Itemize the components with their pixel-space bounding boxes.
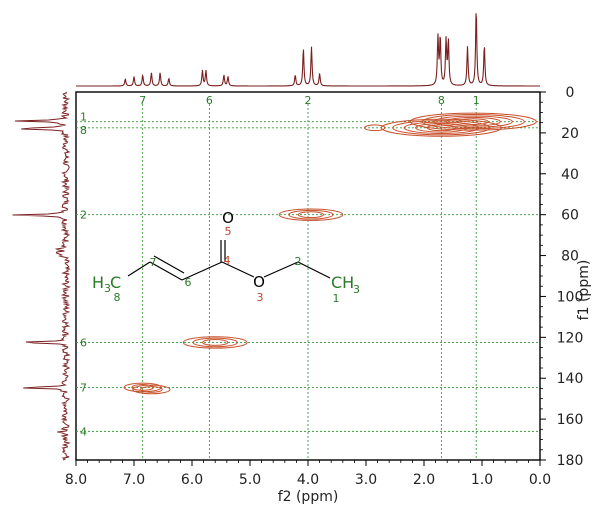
c-peak-label: 2 xyxy=(80,209,87,222)
y-tick-label: 120 xyxy=(557,330,584,346)
contour-ring xyxy=(297,211,324,219)
bond-c7-c6 xyxy=(149,261,183,281)
contour-ring xyxy=(426,124,457,132)
bond-c4-o3 xyxy=(221,261,255,278)
x-tick-label: 5.0 xyxy=(239,472,261,488)
atom-h3c-c: C xyxy=(110,273,121,292)
x-tick-label: 3.0 xyxy=(355,472,377,488)
atom-o3: O xyxy=(253,273,265,291)
y-tick-label: 140 xyxy=(557,371,584,387)
bond-c6-c4 xyxy=(181,261,223,281)
y-tick-label: 20 xyxy=(561,126,579,142)
atom-ch3-c: CH xyxy=(331,273,354,292)
atom-number-7: 7 xyxy=(150,256,157,269)
y-axis-title: f1 (ppm) xyxy=(576,260,592,321)
cross-peak xyxy=(364,124,386,132)
atom-number-5: 5 xyxy=(225,225,232,238)
contour-ring xyxy=(380,118,502,137)
bond-o3-c2 xyxy=(263,261,299,278)
h-peak-label: 1 xyxy=(473,94,480,107)
atom-ch3-sub: 3 xyxy=(353,283,360,296)
bond-c2-c1 xyxy=(297,261,331,279)
y-tick-label: 100 xyxy=(557,289,584,305)
x-tick-label: 0.0 xyxy=(529,472,551,488)
assignment-gridlines xyxy=(76,104,540,460)
contour-ring xyxy=(409,112,537,131)
contour-ring xyxy=(202,339,229,346)
y-tick-label: 160 xyxy=(557,412,584,428)
x-axis-ticks: 8.0 7.0 6.0 5.0 4.0 3.0 2.0 1.0 0.0 xyxy=(65,460,551,488)
molecule-structure: O O H 3 C CH 3 8 7 6 5 4 3 2 1 xyxy=(92,209,360,305)
carbon-spectrum-line xyxy=(12,91,71,461)
contour-ring xyxy=(415,122,468,133)
contour-ring xyxy=(364,124,386,132)
carbon-peak-labels: 18 2 6 7 4 xyxy=(80,111,87,439)
y-tick-label: 180 xyxy=(557,453,584,469)
cross-peak xyxy=(182,336,248,349)
c-peak-label: 7 xyxy=(80,381,87,394)
y-tick-label: 0 xyxy=(566,85,575,101)
h-peak-label: 7 xyxy=(139,94,146,107)
contour-ring xyxy=(278,208,344,221)
cross-peak-contours xyxy=(123,112,537,395)
atom-number-1: 1 xyxy=(333,292,340,305)
y-tick-label: 60 xyxy=(561,208,579,224)
x-tick-label: 1.0 xyxy=(471,472,493,488)
h-peak-label: 2 xyxy=(305,94,312,107)
contour-ring xyxy=(131,384,154,391)
h-peak-label: 8 xyxy=(438,94,445,107)
atom-number-6: 6 xyxy=(185,276,192,289)
contour-ring xyxy=(132,384,171,395)
atom-number-4: 4 xyxy=(224,254,231,267)
y-axis-ticks: 0 20 40 60 80 100 120 140 160 180 xyxy=(540,85,583,469)
contour-ring xyxy=(182,336,248,349)
x-tick-label: 6.0 xyxy=(181,472,203,488)
c-peak-label: 1 xyxy=(80,111,87,124)
contour-ring xyxy=(392,120,491,136)
proton-spectrum-trace xyxy=(76,13,540,87)
cross-peak xyxy=(132,384,171,395)
proton-spectrum-line xyxy=(76,13,540,87)
contour-ring xyxy=(403,121,480,134)
c-peak-label: 8 xyxy=(80,124,87,137)
contour-ring xyxy=(433,115,513,128)
atom-number-8: 8 xyxy=(114,291,121,304)
x-tick-label: 4.0 xyxy=(297,472,319,488)
x-axis-title: f2 (ppm) xyxy=(278,489,339,505)
y-tick-label: 40 xyxy=(561,167,579,183)
contour-ring xyxy=(288,209,334,220)
c-peak-label: 6 xyxy=(80,336,87,349)
y-tick-label: 80 xyxy=(561,249,579,265)
atom-h3c-sub: 3 xyxy=(104,282,111,295)
atom-o5: O xyxy=(222,209,234,227)
x-tick-label: 8.0 xyxy=(65,472,87,488)
cross-peak xyxy=(278,208,344,221)
bond-c8-c7 xyxy=(127,261,151,277)
x-tick-label: 7.0 xyxy=(123,472,145,488)
h-peak-label: 6 xyxy=(206,94,213,107)
atom-number-3: 3 xyxy=(257,291,264,304)
contour-ring xyxy=(140,386,163,393)
atom-number-2: 2 xyxy=(295,255,302,268)
cross-peak xyxy=(380,118,502,137)
c-peak-label: 4 xyxy=(80,425,87,438)
proton-peak-labels: 7 6 2 8 1 xyxy=(139,94,480,107)
contour-ring xyxy=(192,337,238,348)
x-tick-label: 2.0 xyxy=(413,472,435,488)
atom-h3c-h: H xyxy=(92,273,104,292)
bond-c7-c6-double xyxy=(153,255,185,274)
carbon-spectrum-trace xyxy=(12,91,71,461)
